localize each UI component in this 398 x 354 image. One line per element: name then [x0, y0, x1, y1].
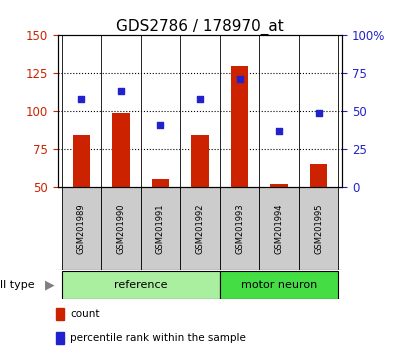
Bar [310, 164, 328, 187]
Point [236, 76, 243, 82]
Bar [152, 179, 170, 187]
Bar [112, 113, 130, 187]
Text: GSM201995: GSM201995 [314, 203, 323, 254]
Text: GSM201991: GSM201991 [156, 203, 165, 254]
Bar [230, 66, 248, 187]
Text: GSM201990: GSM201990 [117, 203, 125, 254]
Bar [72, 135, 90, 187]
Text: GSM201989: GSM201989 [77, 203, 86, 254]
FancyBboxPatch shape [141, 187, 180, 270]
Text: cell type: cell type [0, 280, 35, 290]
FancyBboxPatch shape [101, 187, 141, 270]
FancyBboxPatch shape [220, 271, 338, 298]
FancyBboxPatch shape [180, 187, 220, 270]
FancyBboxPatch shape [62, 271, 220, 298]
Text: percentile rank within the sample: percentile rank within the sample [70, 333, 246, 343]
Bar [56, 308, 64, 320]
Point [118, 88, 124, 94]
Bar [191, 135, 209, 187]
Point [315, 110, 322, 115]
Text: ▶: ▶ [45, 278, 55, 291]
Text: motor neuron: motor neuron [241, 280, 317, 290]
Text: count: count [70, 309, 100, 319]
FancyBboxPatch shape [220, 187, 259, 270]
FancyBboxPatch shape [62, 187, 101, 270]
Bar [270, 184, 288, 187]
Point [78, 96, 85, 102]
Point [276, 128, 282, 134]
Title: GDS2786 / 178970_at: GDS2786 / 178970_at [116, 19, 284, 35]
Bar [56, 332, 64, 344]
Text: reference: reference [114, 280, 168, 290]
Point [157, 122, 164, 128]
FancyBboxPatch shape [299, 187, 338, 270]
Text: GSM201992: GSM201992 [195, 203, 205, 254]
Text: GSM201994: GSM201994 [275, 203, 283, 254]
FancyBboxPatch shape [259, 187, 299, 270]
Text: GSM201993: GSM201993 [235, 203, 244, 254]
Point [197, 96, 203, 102]
